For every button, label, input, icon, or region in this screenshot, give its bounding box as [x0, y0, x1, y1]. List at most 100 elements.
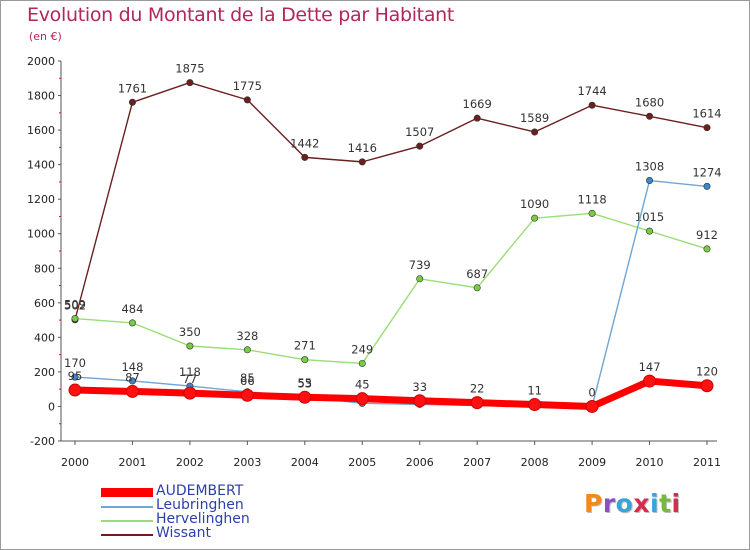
- data-label: 33: [412, 380, 427, 394]
- proxiti-logo: Proxiti: [584, 489, 681, 518]
- legend-swatch: [101, 488, 153, 497]
- series-audembert: 95 87 77 66 53 45 33 22 11 0 147 120: [68, 360, 718, 413]
- data-point: [243, 346, 251, 354]
- x-tick-label: 2003: [233, 456, 261, 469]
- data-label: 95: [68, 369, 83, 383]
- y-tick-label: -200: [30, 435, 55, 448]
- data-label: 502: [64, 299, 86, 313]
- data-point: [528, 398, 542, 412]
- data-label: 1761: [118, 81, 147, 95]
- y-tick-label: 1000: [27, 228, 55, 241]
- legend-swatch: [101, 506, 153, 508]
- data-point: [700, 379, 714, 393]
- data-label: 45: [355, 378, 370, 392]
- data-label: 271: [294, 339, 316, 353]
- data-point: [588, 209, 596, 217]
- data-label: 1669: [463, 97, 492, 111]
- data-point: [125, 384, 139, 398]
- data-point: [71, 315, 79, 323]
- y-tick-label: 600: [34, 297, 55, 310]
- data-label: 1015: [635, 210, 664, 224]
- y-tick-label: 1400: [27, 159, 55, 172]
- data-label: 249: [351, 342, 373, 356]
- data-label: 1589: [520, 111, 549, 125]
- x-tick-label: 2000: [61, 456, 89, 469]
- data-label: 1875: [175, 62, 204, 76]
- data-label: 739: [409, 258, 431, 272]
- data-label: 11: [527, 384, 542, 398]
- y-tick-label: 0: [48, 400, 55, 413]
- data-point: [416, 142, 424, 150]
- logo-letter: i: [671, 489, 681, 518]
- series-leubringhen: 170 148 118 85 55 1308 1274: [64, 160, 722, 410]
- logo-letter: r: [602, 489, 616, 518]
- data-point: [646, 227, 654, 235]
- x-tick-label: 2007: [463, 456, 491, 469]
- chart-title: Evolution du Montant de la Dette par Hab…: [27, 4, 455, 26]
- data-point: [128, 98, 136, 106]
- data-point: [358, 359, 366, 367]
- data-point: [68, 383, 82, 397]
- series-line-hervelinghen: [74, 212, 708, 365]
- data-label: 22: [470, 382, 485, 396]
- x-tick-label: 2010: [636, 456, 664, 469]
- data-point: [71, 373, 79, 381]
- data-label: 1442: [290, 136, 319, 150]
- data-label: 170: [64, 356, 86, 370]
- x-tick-label: 2005: [348, 456, 376, 469]
- data-label: 118: [179, 365, 201, 379]
- data-point: [301, 356, 309, 364]
- logo-letter: x: [633, 489, 650, 518]
- y-tick-label: 400: [34, 331, 55, 344]
- data-label: 1308: [635, 160, 664, 174]
- data-label: 1775: [233, 79, 262, 93]
- data-point: [646, 112, 654, 120]
- data-point: [473, 284, 481, 292]
- data-label: 1118: [577, 192, 606, 206]
- series-line-audembert: [71, 377, 711, 410]
- legend-label: Leubringhen: [156, 497, 244, 513]
- data-label: 1680: [635, 95, 664, 109]
- data-label: 912: [696, 228, 718, 242]
- data-point: [646, 177, 654, 185]
- data-point: [588, 101, 596, 109]
- data-label: 328: [236, 329, 258, 343]
- data-label: 55: [297, 376, 312, 390]
- data-point: [531, 214, 539, 222]
- data-label: 350: [179, 325, 201, 339]
- data-label: 148: [121, 360, 143, 374]
- logo-letter: o: [615, 489, 634, 518]
- data-label: 1090: [520, 197, 549, 211]
- data-label: 66: [240, 374, 255, 388]
- data-point: [355, 392, 369, 406]
- logo-letter: i: [650, 489, 660, 518]
- data-point: [186, 342, 194, 350]
- data-point: [473, 114, 481, 122]
- data-label: 120: [696, 365, 718, 379]
- series-hervelinghen: 509 484 350 328 271 249 739 687 1090 1118 1015 912: [64, 192, 718, 367]
- data-point: [643, 374, 657, 388]
- data-point: [298, 390, 312, 404]
- x-tick-label: 2011: [693, 456, 721, 469]
- data-label: 53: [297, 376, 312, 390]
- data-point: [358, 158, 366, 166]
- legend-swatch: [101, 520, 153, 522]
- data-label: 484: [121, 302, 143, 316]
- x-tick-label: 2006: [406, 456, 434, 469]
- data-point: [703, 245, 711, 253]
- y-tick-label: 200: [34, 366, 55, 379]
- legend-label: Wissant: [156, 525, 211, 541]
- y-tick-label: 2000: [27, 55, 55, 68]
- data-label: 87: [125, 370, 140, 384]
- series-line-leubringhen: [74, 179, 708, 408]
- data-point: [531, 128, 539, 136]
- data-label: 85: [240, 371, 255, 385]
- data-label: 1744: [577, 84, 606, 98]
- data-label: 77: [183, 372, 198, 386]
- data-label: 1274: [692, 165, 721, 179]
- data-label: 147: [639, 360, 661, 374]
- data-point: [128, 319, 136, 327]
- logo-letter: t: [659, 489, 672, 518]
- chart-subtitle: (en €): [29, 30, 62, 43]
